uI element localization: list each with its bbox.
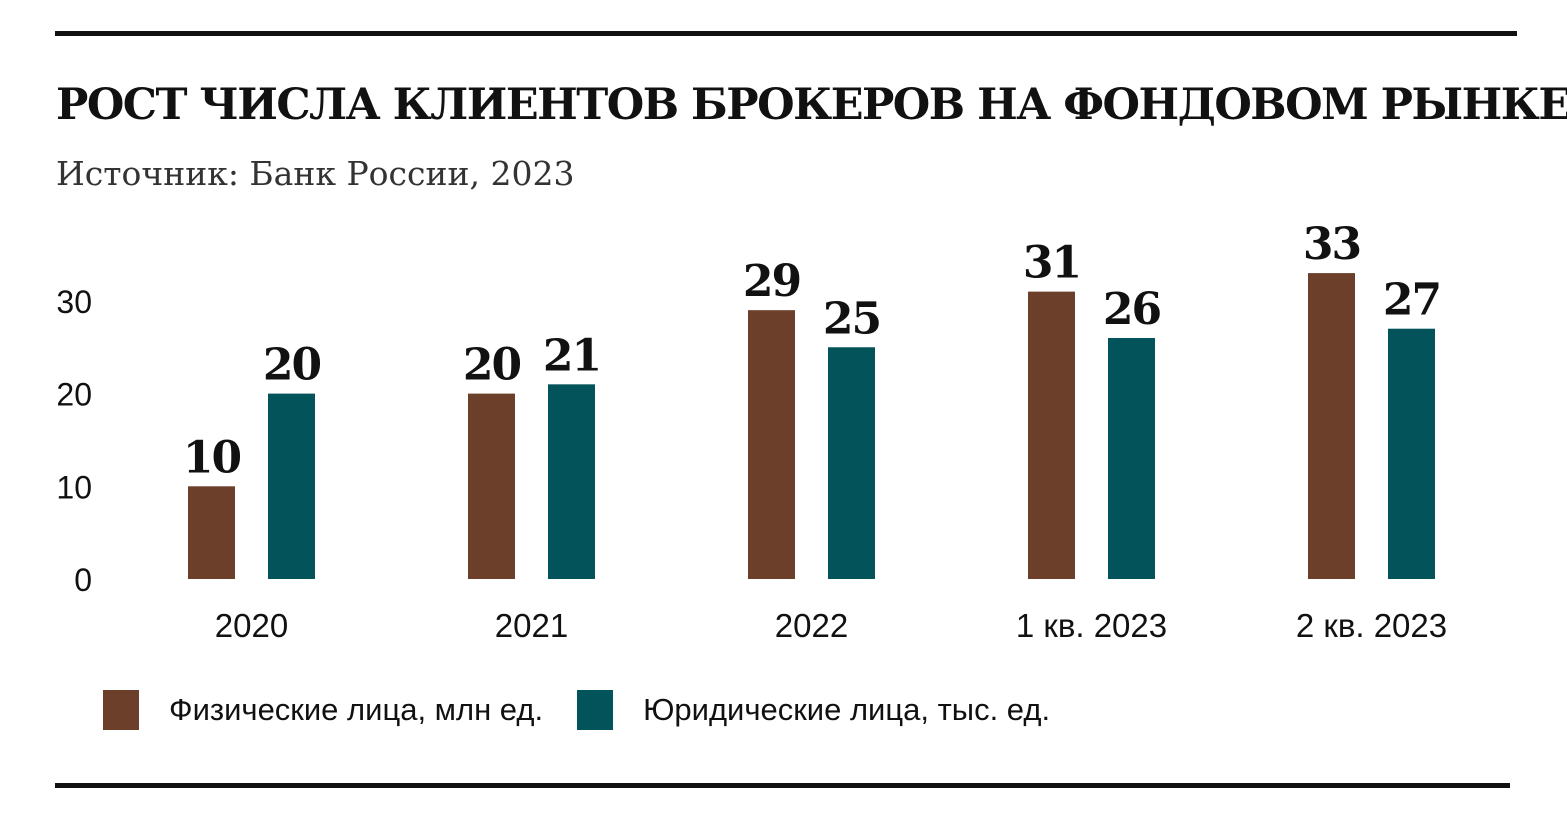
y-tick-label: 20 bbox=[56, 377, 92, 413]
x-tick-label: 2020 bbox=[215, 607, 288, 644]
legend-swatch-legal-entities bbox=[577, 690, 614, 730]
bar-individuals bbox=[1028, 291, 1075, 579]
chart-title: РОСТ ЧИСЛА КЛИЕНТОВ БРОКЕРОВ НА ФОНДОВОМ… bbox=[56, 80, 1567, 130]
legend: Физические лица, млн ед. Юридические лиц… bbox=[103, 690, 1084, 730]
data-label: 10 bbox=[183, 432, 241, 483]
x-tick-label: 2022 bbox=[775, 607, 848, 644]
data-label: 20 bbox=[463, 340, 521, 391]
data-label: 31 bbox=[1023, 238, 1080, 289]
y-tick-label: 0 bbox=[74, 562, 92, 598]
bar-legal-entities bbox=[268, 393, 315, 579]
bar-legal-entities bbox=[828, 347, 875, 579]
data-label: 20 bbox=[263, 340, 321, 391]
bar-individuals bbox=[1308, 273, 1355, 579]
bar-legal-entities bbox=[1108, 337, 1155, 579]
data-label: 29 bbox=[743, 256, 800, 307]
y-tick-label: 10 bbox=[56, 469, 92, 505]
x-tick-label: 1 кв. 2023 bbox=[1016, 607, 1167, 644]
data-label: 27 bbox=[1383, 275, 1440, 326]
legend-label-legal-entities: Юридические лица, тыс. ед. bbox=[643, 692, 1051, 727]
legend-item-legal-entities: Юридические лица, тыс. ед. bbox=[577, 690, 1050, 730]
x-tick-label: 2 кв. 2023 bbox=[1296, 607, 1447, 644]
data-label: 26 bbox=[1103, 284, 1161, 335]
bar-individuals bbox=[468, 393, 515, 579]
legend-item-individuals: Физические лица, млн ед. bbox=[103, 690, 543, 730]
bar-legal-entities bbox=[548, 384, 595, 579]
data-label: 21 bbox=[543, 330, 600, 381]
data-label: 25 bbox=[823, 293, 880, 344]
y-tick-label: 30 bbox=[56, 284, 92, 320]
legend-label-individuals: Физические лица, млн ед. bbox=[169, 692, 544, 727]
top-rule bbox=[55, 31, 1517, 36]
bar-individuals bbox=[188, 486, 235, 579]
bar-individuals bbox=[748, 310, 795, 579]
bottom-rule bbox=[55, 783, 1510, 788]
x-tick-label: 2021 bbox=[495, 607, 568, 644]
chart-source: Источник: Банк России, 2023 bbox=[56, 154, 575, 193]
data-label: 33 bbox=[1303, 219, 1360, 270]
legend-swatch-individuals bbox=[103, 690, 139, 730]
bar-legal-entities bbox=[1388, 328, 1435, 579]
